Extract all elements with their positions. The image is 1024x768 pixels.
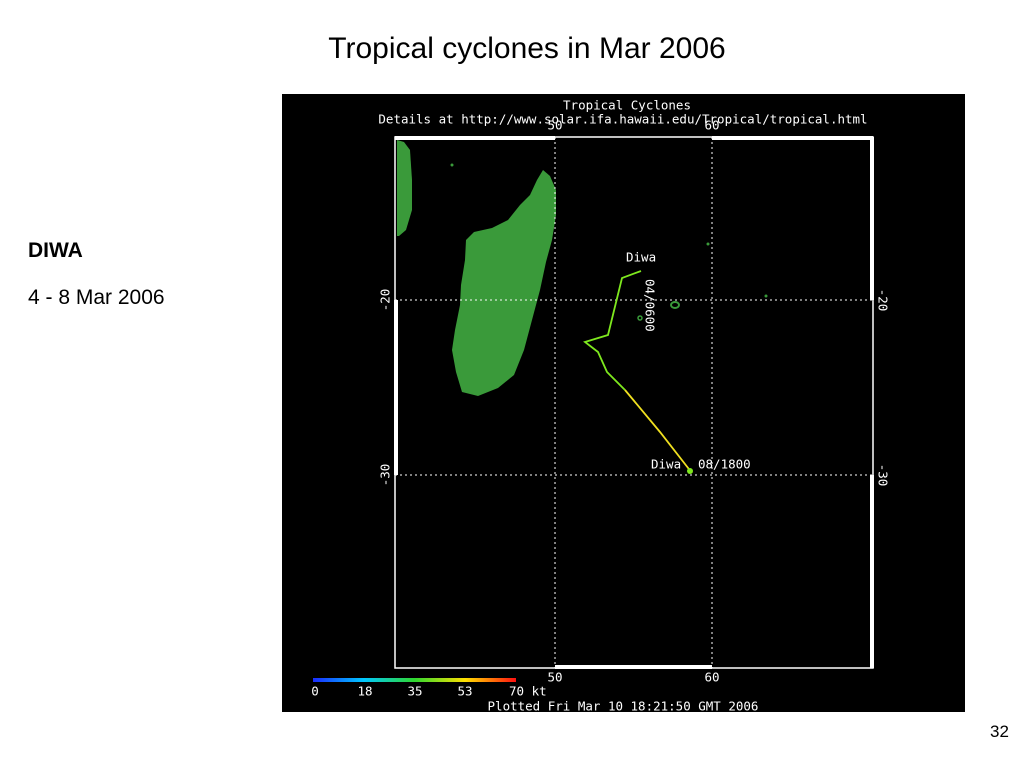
lat-label: -20	[876, 289, 891, 312]
island	[706, 242, 710, 246]
lon-label: 50	[547, 670, 562, 685]
track-name: Diwa	[651, 457, 681, 472]
track-end	[687, 468, 693, 474]
storm-track	[583, 270, 642, 391]
track-time: 04/0600	[643, 279, 658, 332]
map-background	[282, 94, 965, 712]
colorbar-label: 18	[357, 684, 372, 699]
colorbar-label: 35	[407, 684, 422, 699]
africa-coast	[397, 140, 412, 236]
slide-title: Tropical cyclones in Mar 2006	[328, 32, 726, 65]
storm-name: DIWA	[28, 239, 83, 262]
lat-label: -20	[378, 289, 393, 312]
colorbar-label: 0	[311, 684, 319, 699]
storm-track	[624, 389, 693, 474]
map-details: Details at http://www.solar.ifa.hawaii.e…	[378, 112, 867, 127]
storm-dates: 4 - 8 Mar 2006	[28, 286, 165, 309]
map-title: Tropical Cyclones	[563, 98, 691, 113]
colorbar	[313, 678, 516, 682]
island	[670, 301, 680, 309]
lon-label: 60	[704, 670, 719, 685]
island	[450, 163, 454, 167]
island	[764, 294, 768, 298]
lon-label: 50	[547, 118, 562, 133]
map-footer: Plotted Fri Mar 10 18:21:50 GMT 2006	[488, 699, 759, 714]
colorbar-label: 70 kt	[509, 684, 547, 699]
lat-label: -30	[876, 464, 891, 487]
page-number: 32	[990, 722, 1009, 741]
lat-label: -30	[378, 464, 393, 487]
colorbar-label: 53	[457, 684, 472, 699]
madagascar	[452, 170, 556, 396]
track-time: 08/1800	[698, 457, 751, 472]
graticule	[395, 137, 873, 668]
track-name: Diwa	[626, 250, 656, 265]
lon-label: 60	[704, 118, 719, 133]
island	[637, 315, 643, 321]
